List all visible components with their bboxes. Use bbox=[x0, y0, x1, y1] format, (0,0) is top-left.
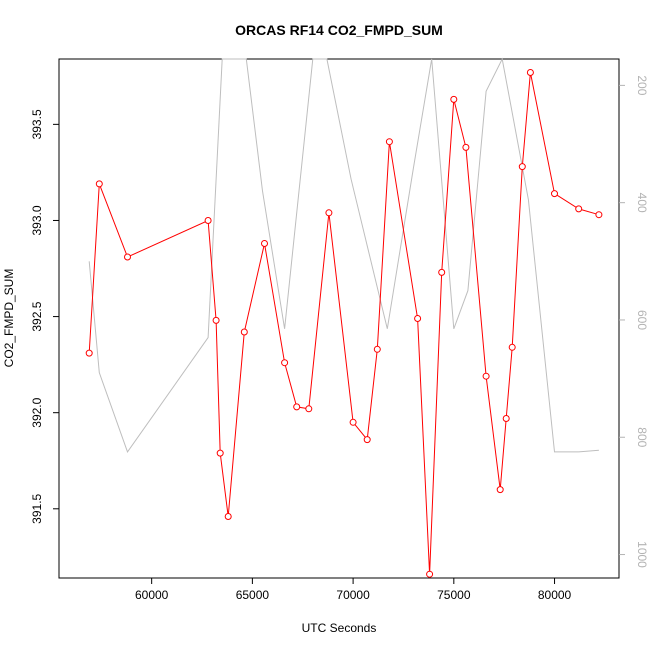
chart-title: ORCAS RF14 CO2_FMPD_SUM bbox=[235, 22, 443, 38]
data-point-14 bbox=[363, 436, 371, 444]
data-point-17 bbox=[414, 315, 422, 322]
y2-tick-label-0: 200 bbox=[635, 75, 649, 95]
y-tick-label-2: 392.5 bbox=[30, 301, 44, 331]
data-point-22 bbox=[482, 372, 490, 380]
y-tick-label-4: 393.5 bbox=[30, 109, 44, 139]
data-point-18 bbox=[426, 570, 434, 578]
primary-series-layer bbox=[85, 69, 603, 578]
data-point-3 bbox=[204, 217, 212, 224]
data-point-29 bbox=[575, 205, 583, 213]
x-tick-label-1: 65000 bbox=[236, 588, 270, 602]
data-point-30 bbox=[595, 211, 603, 219]
secondary-series-layer bbox=[88, 57, 599, 453]
data-point-24 bbox=[502, 415, 510, 422]
y2-axis: 200 400 600 800 1000 bbox=[619, 75, 649, 568]
y2-tick-label-2: 600 bbox=[635, 310, 649, 330]
y-tick-label-1: 392.0 bbox=[30, 397, 44, 427]
x-axis: 60000 65000 70000 75000 80000 bbox=[135, 578, 572, 602]
data-point-2 bbox=[124, 253, 131, 261]
data-point-7 bbox=[240, 328, 248, 336]
data-point-1 bbox=[95, 180, 103, 188]
data-point-13 bbox=[349, 418, 357, 426]
data-point-26 bbox=[518, 163, 526, 171]
data-point-16 bbox=[385, 138, 393, 146]
data-point-27 bbox=[526, 69, 534, 76]
y2-tick-label-4: 1000 bbox=[635, 541, 649, 568]
data-point-0 bbox=[85, 349, 93, 357]
plot-frame bbox=[58, 58, 620, 579]
y-axis: 391.5 392.0 392.5 393.0 393.5 bbox=[30, 109, 59, 524]
data-point-20 bbox=[450, 95, 458, 103]
data-point-28 bbox=[551, 190, 558, 198]
data-point-12 bbox=[325, 209, 333, 217]
data-point-10 bbox=[293, 403, 301, 411]
data-point-4 bbox=[212, 316, 220, 324]
y2-tick-label-3: 800 bbox=[635, 427, 649, 447]
x-axis-label: UTC Seconds bbox=[302, 621, 377, 635]
y-tick-label-3: 393.0 bbox=[30, 205, 44, 235]
y2-tick-label-1: 400 bbox=[635, 193, 649, 213]
primary-series-line bbox=[88, 72, 600, 575]
data-point-19 bbox=[438, 268, 446, 276]
data-point-5 bbox=[216, 449, 224, 457]
data-point-9 bbox=[281, 359, 289, 367]
x-tick-label-0: 60000 bbox=[135, 588, 169, 602]
data-point-21 bbox=[462, 143, 470, 151]
data-point-6 bbox=[224, 513, 232, 520]
secondary-series-line bbox=[88, 57, 599, 453]
x-tick-label-2: 70000 bbox=[336, 588, 370, 602]
data-point-15 bbox=[373, 345, 381, 353]
x-tick-label-3: 75000 bbox=[437, 588, 471, 602]
y-tick-label-0: 391.5 bbox=[30, 493, 44, 523]
data-point-8 bbox=[261, 240, 268, 247]
x-tick-label-4: 80000 bbox=[538, 588, 572, 602]
data-point-11 bbox=[305, 405, 313, 413]
data-point-25 bbox=[508, 343, 516, 351]
y-axis-label: CO2_FMPD_SUM bbox=[2, 269, 16, 368]
data-point-23 bbox=[496, 486, 504, 494]
